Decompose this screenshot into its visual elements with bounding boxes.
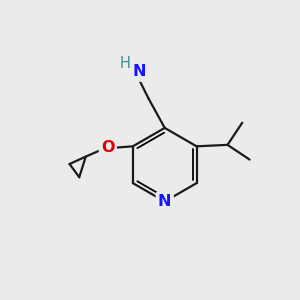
Text: N: N — [133, 64, 146, 80]
Text: O: O — [101, 140, 115, 155]
Text: H: H — [119, 56, 130, 70]
Text: N: N — [158, 194, 172, 209]
